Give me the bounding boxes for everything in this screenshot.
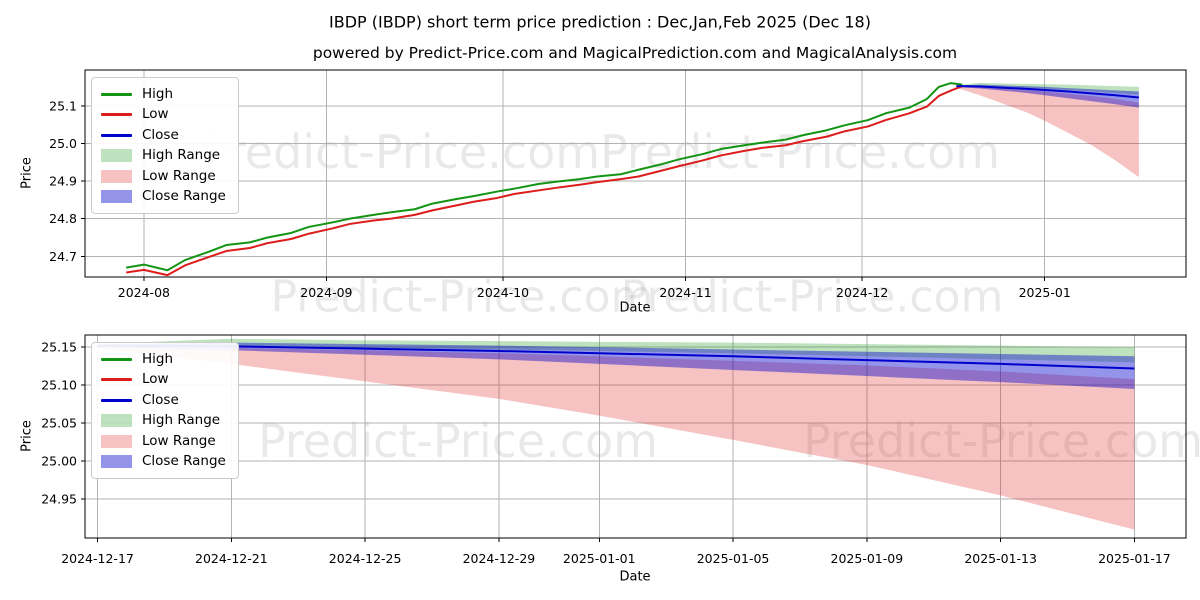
x-tick-label: 2025-01-13 (964, 551, 1037, 566)
y-tick-label: 24.95 (41, 492, 77, 507)
legend-entry-low: Low (101, 370, 226, 391)
series-high-line (126, 82, 963, 272)
x-tick-label: 2025-01-17 (1098, 551, 1171, 566)
legend-label: Low (142, 371, 169, 387)
legend-entry-low-range: Low Range (101, 431, 226, 452)
legend-entry-close-range: Close Range (101, 452, 226, 473)
y-tick-label: 25.00 (41, 454, 77, 469)
x-tick-label: 2024-12-21 (195, 551, 268, 566)
series-low-line (126, 85, 963, 277)
legend-line-swatch-high (101, 92, 132, 96)
y-tick-label: 24.7 (49, 249, 77, 264)
legend-patch-swatch-close-range (101, 190, 132, 204)
x-axis-label-top: Date (619, 300, 651, 316)
legend-label: Close (142, 391, 179, 408)
legend-label: High Range (142, 412, 221, 428)
legend-label: Low (142, 106, 169, 122)
tick-marks (81, 105, 1046, 281)
legend-entry-low: Low (101, 105, 226, 126)
y-tick-label: 24.8 (49, 211, 77, 226)
legend-line-swatch-high (101, 357, 132, 361)
legend-top-chart: High Low Close High Range Low Range Close Ran… (91, 77, 239, 214)
legend-patch-swatch-low-range (101, 434, 132, 448)
legend-entry-low-range: Low Range (101, 166, 226, 187)
page-title: IBDP (IBDP) short term price prediction … (329, 12, 871, 32)
legend-label: Close (142, 126, 179, 143)
legend-entry-high-range: High Range (101, 146, 226, 167)
plot-border (84, 69, 1187, 278)
x-tick-label: 2024-12 (836, 285, 888, 300)
y-tick-label: 25.1 (49, 98, 77, 113)
x-tick-label: 2025-01-01 (563, 551, 636, 566)
y-tick-label: 25.15 (41, 340, 77, 355)
plot-border (84, 334, 1187, 539)
band-close-range (956, 84, 1139, 108)
legend-entry-close: Close (101, 390, 226, 411)
band-close-range (97, 342, 1135, 389)
x-tick-label: 2024-08 (118, 285, 170, 300)
legend-patch-swatch-close-range (101, 455, 132, 469)
legend-label: High (142, 350, 174, 367)
legend-entry-high: High (101, 349, 226, 370)
legend-bottom-chart: High Low Close High Range Low Range Close Ran… (91, 342, 239, 479)
band-low-range (956, 86, 1139, 178)
x-tick-label: 2025-01 (1019, 285, 1071, 300)
legend-line-swatch-close (101, 133, 132, 137)
legend-line-swatch-low (101, 113, 132, 117)
legend-patch-swatch-low-range (101, 169, 132, 183)
y-tick-label: 24.9 (49, 174, 77, 189)
legend-label: Low Range (142, 432, 216, 449)
chart-price-history-with-prediction: 2024-08 2024-09 2024-10 2024-11 2024-12 2025-… (49, 69, 1187, 300)
legend-patch-swatch-high-range (101, 149, 132, 163)
series-close-line (956, 85, 1139, 99)
x-tick-label: 2024-10 (477, 285, 529, 300)
band-high-range (97, 338, 1135, 363)
y-tick-label: 25.05 (41, 416, 77, 431)
x-axis-label-bottom: Date (619, 569, 651, 585)
x-tick-label: 2024-11 (659, 285, 711, 300)
legend-entry-high-range: High Range (101, 411, 226, 432)
x-tick-label: 2025-01-09 (831, 551, 904, 566)
band-low-range (97, 346, 1135, 530)
band-high-range (956, 82, 1139, 95)
y-tick-label: 25.10 (41, 378, 77, 393)
grid (85, 335, 1186, 538)
x-tick-label: 2024-09 (300, 285, 352, 300)
legend-label: Low Range (142, 167, 216, 184)
legend-label: High (142, 85, 174, 102)
grid (85, 70, 1186, 277)
tick-marks (81, 346, 1135, 542)
chart-prediction-detail: 2024-12-17 2024-12-21 2024-12-25 2024-12-29… (41, 334, 1187, 566)
x-tick-label: 2024-12-17 (61, 551, 134, 566)
legend-line-swatch-close (101, 398, 132, 402)
legend-label: Close Range (142, 188, 226, 204)
y-tick-label: 25.0 (49, 136, 77, 151)
chart-subtitle: powered by Predict-Price.com and Magical… (312, 44, 958, 62)
legend-entry-close-range: Close Range (101, 187, 226, 208)
x-tick-label: 2024-12-29 (463, 551, 536, 566)
legend-line-swatch-low (101, 378, 132, 382)
x-tick-label: 2024-12-25 (329, 551, 402, 566)
legend-entry-close: Close (101, 125, 226, 146)
legend-label: High Range (142, 147, 221, 163)
legend-patch-swatch-high-range (101, 414, 132, 428)
legend-label: Close Range (142, 453, 226, 469)
x-tick-label: 2025-01-05 (697, 551, 770, 566)
legend-entry-high: High (101, 84, 226, 105)
